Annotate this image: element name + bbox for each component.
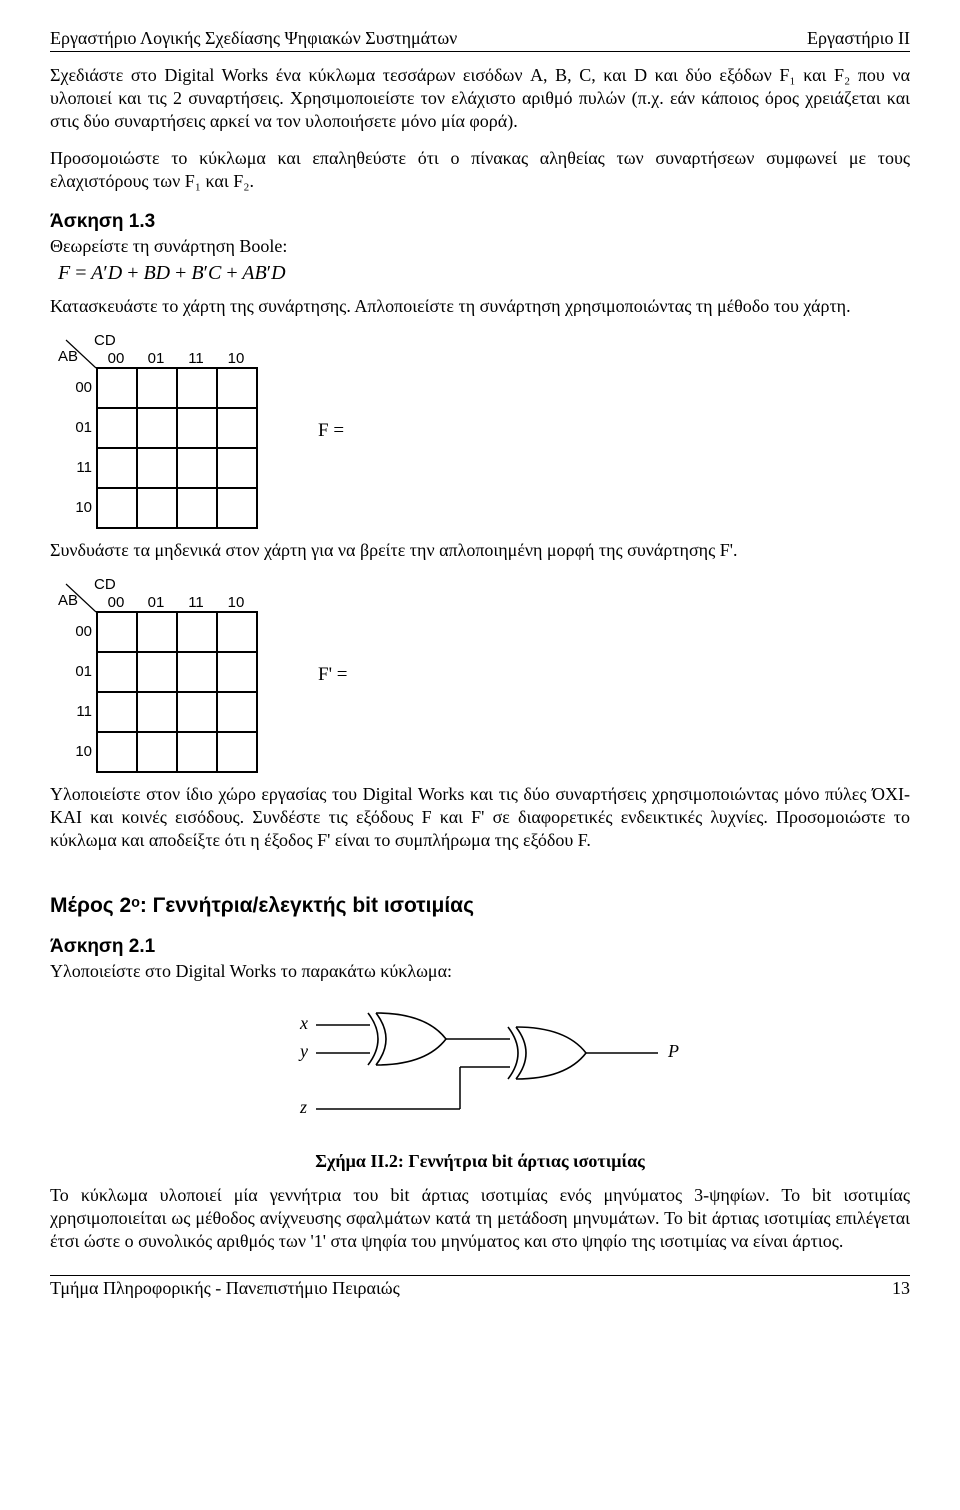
circuit-input-x: x bbox=[299, 1013, 308, 1033]
para-5: Το κύκλωμα υλοποιεί μία γεννήτρια του bi… bbox=[50, 1184, 910, 1253]
footer-page-number: 13 bbox=[892, 1278, 910, 1299]
kmap1-cols: 00 01 11 10 bbox=[96, 332, 258, 367]
kmap2-result: F' = bbox=[318, 664, 347, 686]
kmap1-diagonal bbox=[50, 332, 96, 370]
kmap2-rows: 00 01 11 10 bbox=[68, 611, 96, 773]
para-3: Συνδυάστε τα μηδενικά στον χάρτη για να … bbox=[50, 539, 910, 562]
parity-circuit: x y z P bbox=[50, 1001, 910, 1141]
kmap1-rows: 00 01 11 10 bbox=[68, 367, 96, 529]
ex13-line1: Θεωρείστε τη συνάρτηση Boole: bbox=[50, 235, 910, 258]
footer-rule bbox=[50, 1275, 910, 1276]
ex13-line2: Κατασκευάστε το χάρτη της συνάρτησης. Απ… bbox=[50, 295, 910, 318]
ex13-formula: F = A′D + BD + B′C + AB′D bbox=[58, 262, 910, 285]
footer-left: Τμήμα Πληροφορικής - Πανεπιστήμιο Πειραι… bbox=[50, 1278, 400, 1299]
header-rule bbox=[50, 51, 910, 52]
kmap-1: CD AB 00 01 11 10 00 01 11 10 bbox=[50, 332, 910, 529]
kmap1-topvar: CD bbox=[94, 332, 116, 349]
kmap2-diagonal bbox=[50, 576, 96, 614]
page-header: Εργαστήριο Λογικής Σχεδίασης Ψηφιακών Συ… bbox=[50, 28, 910, 51]
kmap1-cells bbox=[96, 367, 258, 529]
header-right: Εργαστήριο II bbox=[807, 28, 910, 49]
kmap-2: CD AB 00 01 11 10 00 01 11 10 bbox=[50, 576, 910, 773]
kmap2-cells bbox=[96, 611, 258, 773]
circuit-output: P bbox=[667, 1041, 679, 1061]
circuit-input-z: z bbox=[299, 1097, 307, 1117]
circuit-caption: Σχήμα II.2: Γεννήτρια bit άρτιας ισοτιμί… bbox=[50, 1151, 910, 1172]
kmap2-topvar: CD bbox=[94, 576, 116, 593]
part2-title: Μέρος 2ᵒ: Γεννήτρια/ελεγκτής bit ισοτιμί… bbox=[50, 894, 910, 918]
page-footer: Τμήμα Πληροφορικής - Πανεπιστήμιο Πειραι… bbox=[50, 1278, 910, 1299]
kmap2-cols: 00 01 11 10 bbox=[96, 576, 258, 611]
ex21-line1: Υλοποιείστε στο Digital Works το παρακάτ… bbox=[50, 960, 910, 983]
header-left: Εργαστήριο Λογικής Σχεδίασης Ψηφιακών Συ… bbox=[50, 28, 457, 49]
exercise-2-1-title: Άσκηση 2.1 bbox=[50, 936, 910, 958]
para-1: Σχεδιάστε στο Digital Works ένα κύκλωμα … bbox=[50, 64, 910, 133]
para-2: Προσομοιώστε το κύκλωμα και επαληθεύστε … bbox=[50, 147, 910, 193]
para-4: Υλοποιείστε στον ίδιο χώρο εργασίας του … bbox=[50, 783, 910, 852]
circuit-input-y: y bbox=[298, 1041, 308, 1061]
kmap1-result: F = bbox=[318, 420, 344, 442]
exercise-1-3-title: Άσκηση 1.3 bbox=[50, 211, 910, 233]
